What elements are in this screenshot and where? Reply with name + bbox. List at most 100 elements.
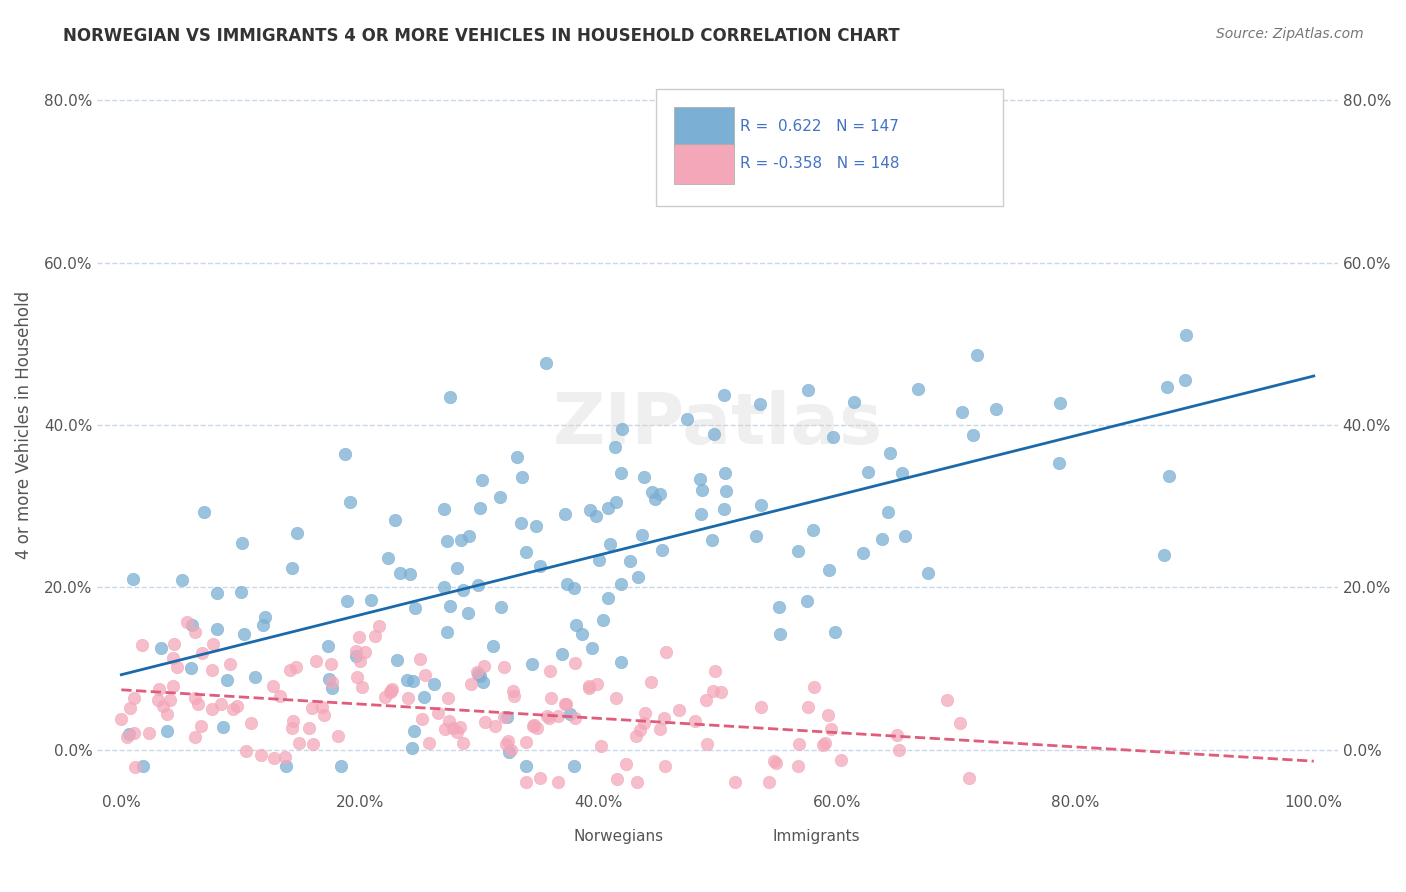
Point [274,750,297,764]
Point [1174,373,1197,387]
Text: Source: ZipAtlas.com: Source: ZipAtlas.com [1216,27,1364,41]
Point [529,558,551,573]
Point [586,677,609,691]
Text: NORWEGIAN VS IMMIGRANTS 4 OR MORE VEHICLES IN HOUSEHOLD CORRELATION CHART: NORWEGIAN VS IMMIGRANTS 4 OR MORE VEHICL… [63,27,900,45]
Point [470,500,492,515]
Point [301,700,323,714]
Point [502,690,524,704]
Point [434,722,457,736]
Point [262,679,284,693]
Point [522,718,544,732]
Point [506,450,529,465]
Point [558,706,581,721]
Point [887,743,910,757]
Point [547,775,569,789]
Point [536,355,558,369]
Point [441,721,464,735]
Point [858,465,880,479]
Point [702,684,724,698]
Point [890,466,912,480]
Point [811,739,834,753]
Point [184,624,207,639]
Point [676,412,699,426]
Point [683,714,706,728]
Point [450,533,472,547]
Point [350,680,373,694]
Point [222,702,245,716]
Point [609,576,631,591]
Point [640,674,662,689]
Point [396,691,419,706]
Point [316,640,339,654]
Point [797,383,820,397]
Point [333,447,356,461]
FancyBboxPatch shape [673,107,734,147]
Point [457,607,479,621]
Point [633,469,655,483]
Text: ZIPatlas: ZIPatlas [553,391,883,459]
Point [627,570,650,584]
Point [205,622,228,636]
Point [644,491,666,506]
Point [598,501,620,516]
Point [714,466,737,480]
Point [364,630,387,644]
Point [211,720,233,734]
Point [180,661,202,675]
Point [467,666,489,681]
Point [460,676,482,690]
Point [285,525,308,540]
Point [166,660,188,674]
Point [190,719,212,733]
Point [446,724,468,739]
Point [716,483,738,498]
Point [496,734,519,748]
Point [796,594,818,608]
Point [138,726,160,740]
Point [690,483,713,498]
Point [354,645,377,659]
Y-axis label: 4 or more Vehicles in Household: 4 or more Vehicles in Household [15,291,32,559]
Point [495,738,517,752]
Point [191,646,214,660]
Point [404,600,426,615]
Point [263,751,285,765]
Point [603,440,626,454]
Point [201,663,224,677]
Point [489,490,512,504]
Point [818,562,841,576]
Point [803,680,825,694]
Point [465,665,488,680]
Point [422,677,444,691]
Point [494,660,516,674]
Point [467,578,489,592]
Point [515,775,537,789]
Text: R = -0.358   N = 148: R = -0.358 N = 148 [740,156,900,171]
FancyBboxPatch shape [655,89,1002,206]
Point [437,691,460,706]
Point [526,721,548,735]
Point [492,710,515,724]
Point [339,495,361,509]
Point [700,533,723,548]
Point [252,618,274,632]
Point [1175,328,1198,343]
Point [239,716,262,731]
Point [381,681,404,696]
Point [344,649,367,664]
Point [606,772,628,787]
Point [321,674,343,689]
Point [124,691,146,706]
Point [250,747,273,762]
Point [326,729,349,743]
Point [820,722,842,736]
Point [787,544,810,558]
Point [768,627,790,641]
Point [495,710,517,724]
Point [950,405,973,419]
Point [949,716,972,731]
Point [115,730,138,744]
Point [515,545,537,559]
Point [385,653,408,667]
Point [655,645,678,659]
